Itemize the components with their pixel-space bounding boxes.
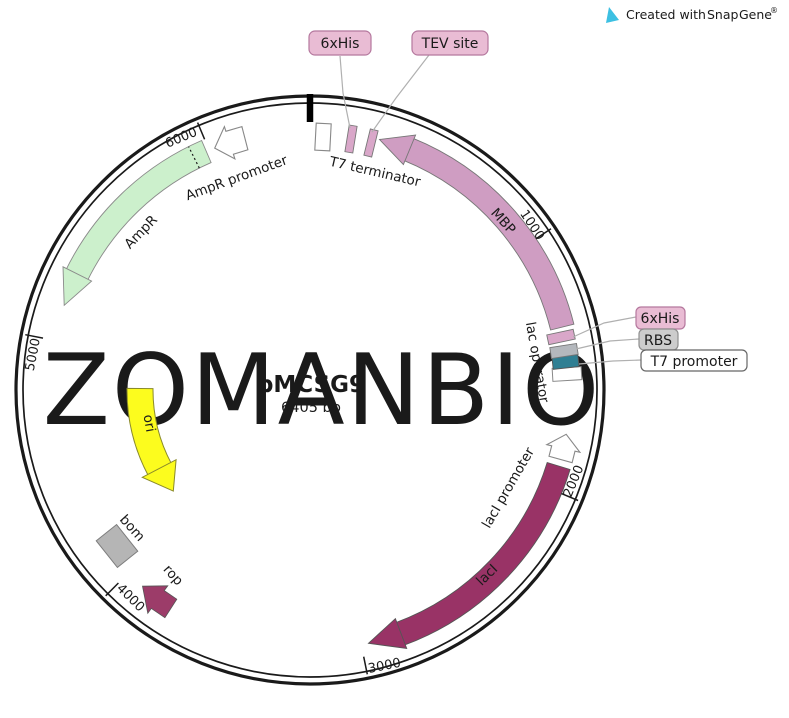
label-ori: ori [140, 413, 159, 433]
feature-his6-right-box[interactable] [546, 328, 576, 346]
callout-leader-lines [339, 54, 642, 365]
feature-rop-arrow[interactable] [142, 585, 178, 619]
feature-bom-box[interactable] [95, 523, 139, 569]
label-rop: rop [160, 562, 187, 589]
plasmid-size: 6405 bp [281, 400, 341, 416]
leader-rbs [575, 338, 640, 350]
feature-mbp-band[interactable] [402, 137, 575, 331]
feature-ampr-arrowhead[interactable] [62, 266, 93, 307]
feature-laci-band[interactable] [394, 461, 571, 647]
leader-his6-right [572, 316, 637, 338]
callout-his6-right[interactable]: 6xHis [635, 306, 686, 330]
callout-his6-top[interactable]: 6xHis [308, 30, 372, 56]
callout-tev-site-text: TEV site [421, 36, 479, 52]
callout-t7-promoter[interactable]: T7 promoter [640, 349, 748, 372]
snapgene-logo-icon [606, 7, 619, 23]
leader-t7-promoter [578, 359, 642, 365]
tick-3000 [362, 656, 369, 675]
callout-tev-site[interactable]: TEV site [411, 30, 489, 56]
callout-rbs-text: RBS [644, 333, 672, 349]
callout-tev-site-box[interactable] [411, 30, 489, 56]
tick-4000 [105, 582, 119, 597]
leader-his6-top [339, 55, 351, 129]
tick-1000 [535, 228, 552, 240]
tick-label-3000: 3000 [367, 656, 402, 677]
callout-his6-top-box[interactable] [308, 30, 372, 56]
snapgene-credit: Created with Snap Gene ® [606, 6, 778, 23]
feature-ampr-promoter-arrow[interactable] [213, 125, 249, 161]
scale-ticks [25, 122, 579, 675]
feature-laci-arrowhead[interactable] [367, 617, 408, 650]
tick-5000 [25, 333, 44, 339]
feature-ampr-band[interactable] [64, 139, 212, 282]
feature-his6-top-box[interactable] [344, 124, 358, 154]
ampr-boundary-dotted-line [188, 146, 200, 169]
feature-mbp-arrowhead[interactable] [378, 134, 417, 166]
plasmid-name: pMCSG9 [257, 372, 365, 398]
callout-t7-promoter-text: T7 promoter [650, 354, 738, 370]
feature-tev-site-box[interactable] [363, 128, 379, 158]
tick-2000 [561, 492, 579, 502]
credit-registered-mark: ® [770, 6, 778, 15]
tick-label-5000: 5000 [23, 337, 44, 372]
leader-tev-site [371, 54, 430, 133]
feature-t7-terminator-box[interactable] [314, 122, 332, 152]
feature-laci-promoter-arrow[interactable] [545, 433, 582, 464]
credit-brand-gene: Gene [739, 7, 772, 22]
credit-prefix-text: Created with [626, 7, 706, 22]
tick-6000 [196, 122, 206, 140]
callout-his6-top-text: 6xHis [321, 36, 360, 52]
credit-brand-snap: Snap [707, 7, 739, 22]
callout-t7-promoter-box[interactable] [640, 349, 748, 372]
callout-rbs[interactable]: RBS [638, 328, 679, 351]
callout-his6-right-text: 6xHis [641, 311, 680, 327]
feature-ori-arrowhead[interactable] [141, 458, 177, 492]
